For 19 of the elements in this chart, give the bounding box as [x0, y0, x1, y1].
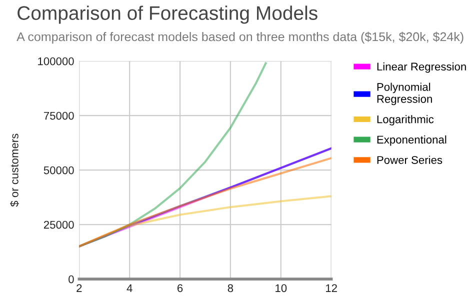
y-axis-title: $ or customers [10, 134, 20, 207]
y-tick-label: 25000 [44, 220, 74, 229]
x-tick-label: 4 [126, 284, 132, 292]
legend-label: Polynomial Regression [377, 82, 432, 106]
y-tick-label: 75000 [44, 112, 74, 120]
x-tick-label: 2 [76, 284, 82, 292]
chart-subtitle: A comparison of forecast models based on three months data ($15k, $20k, $24k) [16, 32, 464, 44]
x-tick-label: 8 [228, 284, 234, 292]
x-tick-label: 6 [178, 284, 183, 292]
legend-label: Logarithmic [377, 115, 434, 126]
y-tick-label: 100000 [38, 57, 74, 66]
x-tick-label: 12 [326, 284, 337, 292]
chart-title: Comparison of Forecasting Models [18, 6, 318, 24]
legend-label: Exponentional [377, 135, 446, 146]
y-tick-label: 50000 [44, 166, 74, 174]
y-tick-label: 0 [68, 275, 74, 284]
legend-label: Power Series [377, 156, 442, 164]
x-tick-label: 10 [276, 284, 287, 292]
legend-label: Linear Regression [377, 62, 466, 73]
